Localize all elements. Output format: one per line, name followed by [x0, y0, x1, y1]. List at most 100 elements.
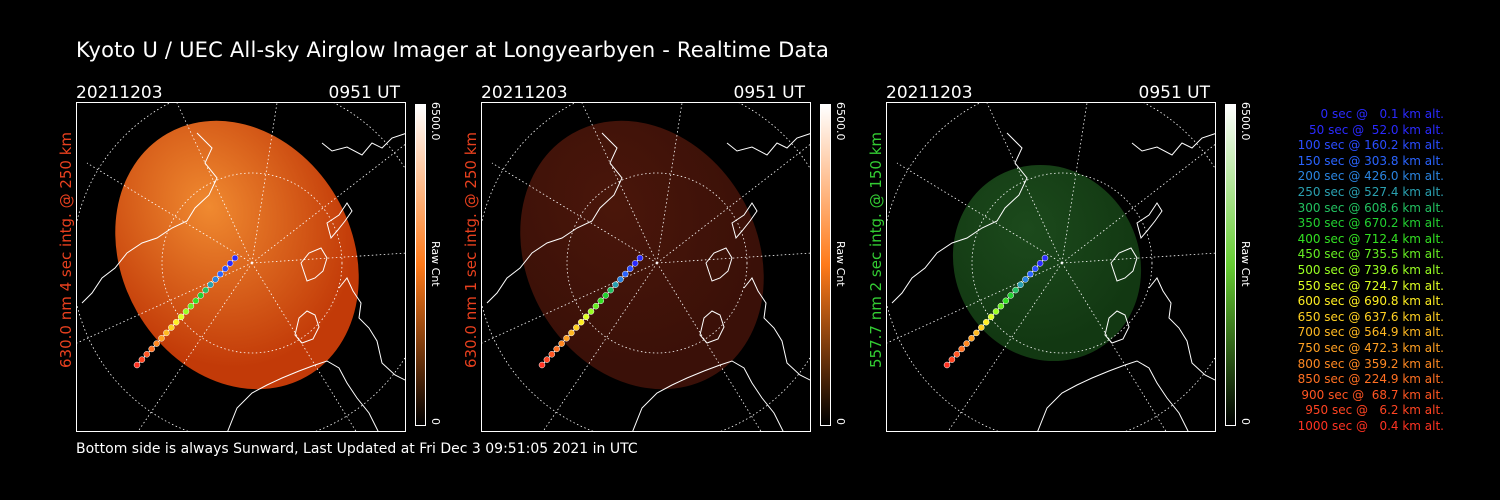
trajectory-point	[538, 361, 546, 369]
trajectory-point	[548, 351, 556, 358]
altitude-legend-row: 850 sec @ 224.9 km alt.	[1297, 372, 1444, 387]
trajectory-point	[133, 361, 141, 369]
panel-date: 20211203	[481, 83, 568, 103]
trajectory-point	[1031, 265, 1039, 272]
trajectory-point	[207, 281, 214, 288]
trajectory-point	[182, 308, 190, 315]
panel-side-label: 557.7 nm 2 sec intg. @ 150 km	[867, 131, 885, 368]
panel-date: 20211203	[886, 83, 973, 103]
longitude-line	[491, 162, 658, 264]
trajectory-point	[577, 318, 585, 326]
trajectory-point	[163, 329, 170, 337]
trajectory-point	[202, 286, 209, 294]
trajectory-point	[543, 356, 551, 363]
longitude-line	[251, 262, 357, 431]
latitude-circle	[566, 172, 748, 354]
colorbar	[415, 104, 426, 426]
trajectory-point	[148, 345, 155, 353]
trajectory-point	[153, 340, 160, 347]
coastline	[632, 360, 784, 431]
trajectory-point	[168, 324, 175, 331]
allsky-svg	[77, 103, 405, 431]
allsky-field	[952, 164, 1142, 362]
colorbar-min-label: 0	[1239, 418, 1252, 425]
altitude-legend-row: 650 sec @ 637.6 km alt.	[1297, 309, 1444, 324]
trajectory-point	[158, 335, 165, 342]
coastline	[326, 202, 353, 240]
trajectory-point	[943, 361, 951, 369]
trajectory-point	[963, 340, 970, 347]
panel-side-label: 630.0 nm 1 sec intg. @ 250 km	[462, 131, 480, 368]
trajectory-point	[1027, 270, 1034, 278]
longitude-line	[77, 262, 253, 344]
altitude-legend-row: 350 sec @ 670.2 km alt.	[1297, 216, 1444, 231]
altitude-legend-row: 0 sec @ 0.1 km alt.	[1320, 107, 1445, 121]
coastline	[1136, 202, 1163, 240]
trajectory-point	[212, 276, 219, 283]
colorbar-unit-label: Raw Cnt	[429, 241, 442, 287]
longitude-line	[656, 144, 810, 264]
page-title: Kyoto U / UEC All-sky Airglow Imager at …	[76, 38, 830, 62]
longitude-line	[656, 103, 683, 264]
trajectory-point	[607, 286, 614, 294]
longitude-line	[251, 252, 405, 264]
altitude-legend-row: 550 sec @ 724.7 km alt.	[1297, 278, 1444, 293]
trajectory-point	[1002, 297, 1010, 305]
trajectory-point	[1017, 281, 1024, 288]
altitude-legend-row: 800 sec @ 359.2 km alt.	[1297, 356, 1444, 371]
trajectory-point	[582, 313, 590, 321]
altitude-legend-row: 950 sec @ 6.2 km alt.	[1305, 403, 1444, 418]
altitude-legend-row: 450 sec @ 735.5 km alt.	[1297, 247, 1444, 262]
coastline	[1104, 247, 1138, 344]
trajectory-point	[231, 254, 239, 262]
altitude-legend-row: 250 sec @ 527.4 km alt.	[1297, 184, 1444, 199]
longitude-line	[656, 262, 762, 431]
panel-time: 0951 UT	[1138, 83, 1211, 103]
altitude-legend-row: 750 sec @ 472.3 km alt.	[1297, 340, 1444, 355]
trajectory-point	[568, 329, 575, 337]
longitude-line	[1061, 144, 1215, 264]
latitude-circle	[971, 172, 1153, 354]
trajectory-point	[626, 265, 634, 272]
trajectory-point	[612, 281, 619, 288]
colorbar-max-label: 6500.0	[429, 102, 442, 141]
altitude-legend-row: 50 sec @ 52.0 km alt.	[1309, 122, 1444, 137]
trajectory-point	[558, 340, 565, 347]
trajectory-point	[592, 302, 600, 310]
altitude-legend-row: 400 sec @ 712.4 km alt.	[1297, 231, 1444, 246]
trajectory-point	[1041, 254, 1049, 262]
trajectory-point	[587, 308, 595, 315]
colorbar	[1225, 104, 1236, 426]
trajectory-point	[187, 302, 195, 310]
trajectory-point	[597, 297, 605, 305]
altitude-legend-row: 700 sec @ 564.9 km alt.	[1297, 325, 1444, 340]
panel-time: 0951 UT	[733, 83, 806, 103]
trajectory-point	[953, 351, 961, 358]
colorbar-min-label: 0	[834, 418, 847, 425]
trajectory-point	[192, 297, 200, 305]
allsky-image-panel-1	[76, 102, 406, 432]
trajectory-point	[978, 324, 985, 331]
allsky-image-panel-2	[481, 102, 811, 432]
trajectory-point	[172, 318, 180, 326]
trajectory-point	[138, 356, 146, 363]
longitude-line	[887, 262, 1063, 344]
longitude-line	[1061, 262, 1167, 431]
panel-time: 0951 UT	[328, 83, 401, 103]
altitude-legend-row: 100 sec @ 160.2 km alt.	[1297, 138, 1444, 153]
trajectory-point	[217, 270, 224, 278]
altitude-legend: 0 sec @ 0.1 km alt. 50 sec @ 52.0 km alt.…	[1262, 107, 1444, 434]
altitude-legend-row: 150 sec @ 303.8 km alt.	[1297, 153, 1444, 168]
longitude-line	[1061, 252, 1215, 264]
longitude-line	[656, 252, 810, 264]
colorbar-max-label: 6500.0	[1239, 102, 1252, 141]
coastline	[891, 132, 1028, 304]
coastline	[1131, 133, 1215, 156]
trajectory-point	[226, 260, 234, 267]
trajectory-point	[992, 308, 1000, 315]
altitude-legend-row: 300 sec @ 608.6 km alt.	[1297, 200, 1444, 215]
trajectory-point	[1012, 286, 1019, 294]
altitude-legend-row: 1000 sec @ 0.4 km alt.	[1297, 418, 1444, 433]
coastline	[699, 247, 733, 344]
longitude-line	[482, 262, 658, 344]
